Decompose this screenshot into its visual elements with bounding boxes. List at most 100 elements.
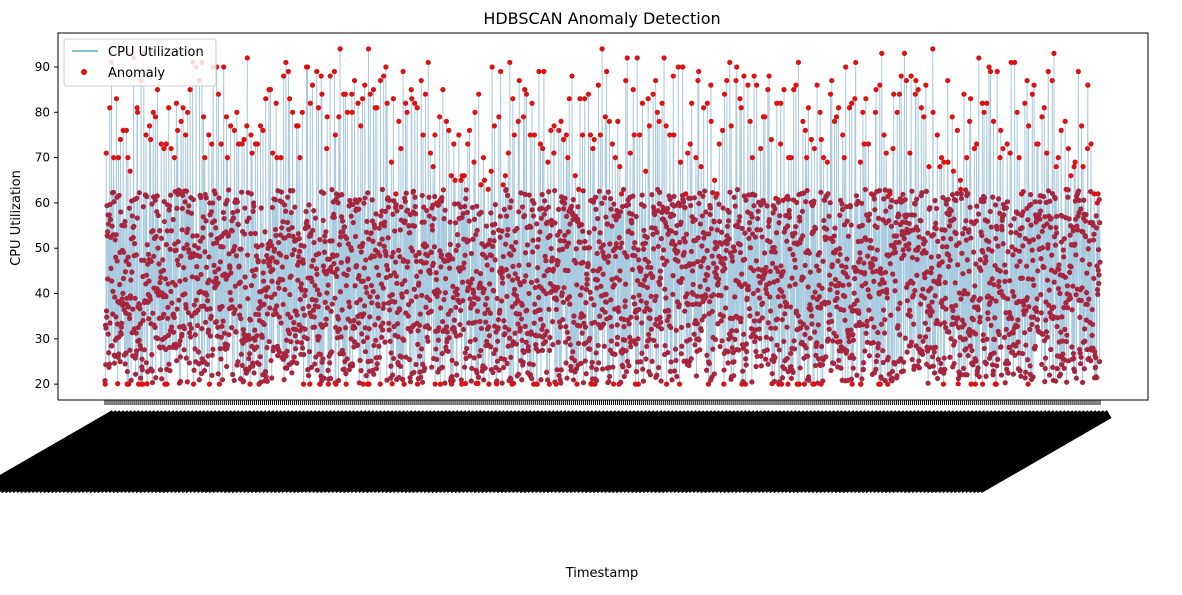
anomaly-point: [433, 276, 440, 283]
anomaly-point: [1092, 364, 1099, 370]
anomaly-point: [259, 242, 265, 248]
anomaly-point: [279, 264, 285, 270]
anomaly-point: [645, 259, 652, 265]
anomaly-point: [371, 342, 377, 349]
anomaly-point: [177, 354, 183, 360]
anomaly-point: [647, 372, 654, 378]
anomaly-point: [923, 188, 929, 194]
anomaly-point: [723, 285, 729, 291]
anomaly-point: [486, 324, 492, 330]
anomaly-point: [1047, 310, 1053, 316]
anomaly-point: [366, 381, 372, 387]
anomaly-point: [1020, 188, 1026, 195]
anomaly-point: [741, 193, 748, 199]
anomaly-point: [190, 381, 197, 387]
anomaly-point: [816, 267, 822, 274]
anomaly-point: [921, 295, 928, 301]
anomaly-point: [553, 306, 559, 313]
anomaly-point: [984, 336, 990, 342]
anomaly-point: [769, 370, 775, 377]
anomaly-point: [444, 324, 450, 330]
anomaly-point: [928, 285, 934, 291]
anomaly-point: [583, 300, 589, 306]
anomaly-point: [716, 218, 723, 225]
x-tick-label: [977, 410, 1112, 494]
anomaly-point: [859, 200, 865, 206]
anomaly-point: [202, 249, 208, 255]
anomaly-point: [632, 240, 638, 246]
anomaly-point: [1053, 164, 1059, 170]
anomaly-point: [1081, 197, 1087, 203]
anomaly-point: [486, 381, 492, 387]
anomaly-point: [1086, 238, 1092, 244]
anomaly-point: [711, 177, 718, 183]
anomaly-point: [993, 235, 999, 242]
anomaly-point: [791, 87, 797, 93]
anomaly-point: [175, 262, 181, 268]
y-tick-label: 60: [35, 196, 50, 210]
anomaly-point: [747, 245, 754, 251]
anomaly-point: [360, 338, 367, 345]
anomaly-point: [797, 365, 803, 371]
anomaly-point: [567, 342, 573, 348]
anomaly-point: [515, 118, 521, 124]
anomaly-point: [359, 96, 366, 102]
anomaly-point: [948, 207, 954, 214]
anomaly-point: [310, 307, 317, 313]
anomaly-point: [246, 351, 253, 357]
anomaly-point: [1054, 323, 1060, 330]
anomaly-point: [261, 259, 267, 265]
anomaly-point: [932, 293, 938, 299]
anomaly-point: [631, 301, 638, 307]
anomaly-point: [890, 145, 896, 152]
anomaly-point: [299, 345, 306, 351]
anomaly-point: [673, 230, 679, 236]
anomaly-point: [421, 219, 427, 225]
anomaly-point: [975, 211, 982, 217]
anomaly-point: [161, 311, 167, 317]
anomaly-point: [573, 246, 579, 252]
anomaly-point: [1066, 216, 1072, 222]
anomaly-point: [136, 190, 142, 196]
anomaly-point: [787, 304, 794, 310]
anomaly-point: [754, 82, 760, 88]
anomaly-point: [365, 46, 372, 52]
anomaly-point: [1067, 295, 1073, 301]
anomaly-point: [812, 289, 818, 295]
anomaly-point: [1089, 306, 1095, 313]
anomaly-point: [182, 199, 188, 205]
anomaly-point: [590, 268, 596, 274]
anomaly-point: [408, 328, 414, 335]
anomaly-point: [535, 236, 542, 243]
anomaly-point: [113, 232, 119, 238]
anomaly-point: [928, 270, 934, 276]
anomaly-point: [147, 296, 153, 303]
anomaly-point: [1078, 297, 1084, 304]
anomaly-point: [923, 250, 929, 256]
anomaly-point: [552, 188, 558, 194]
anomaly-point: [246, 356, 252, 362]
anomaly-point: [983, 361, 989, 367]
anomaly-point: [1054, 230, 1060, 236]
anomaly-point: [229, 228, 235, 234]
anomaly-point: [940, 235, 946, 241]
anomaly-point: [305, 373, 312, 379]
anomaly-point: [873, 366, 879, 372]
anomaly-point: [930, 109, 936, 115]
anomaly-point: [1061, 305, 1067, 311]
anomaly-point: [1075, 227, 1081, 233]
anomaly-point: [442, 380, 448, 386]
anomaly-point: [615, 118, 621, 124]
anomaly-point: [1081, 326, 1088, 332]
anomaly-point: [1042, 214, 1048, 220]
anomaly-point: [244, 123, 250, 129]
anomaly-point: [523, 339, 529, 345]
anomaly-point: [579, 330, 585, 336]
anomaly-point: [671, 193, 677, 200]
anomaly-point: [507, 376, 514, 383]
anomaly-point: [657, 268, 663, 274]
anomaly-point: [846, 282, 852, 288]
anomaly-point: [274, 155, 280, 161]
anomaly-point: [915, 244, 921, 251]
anomaly-point: [490, 229, 496, 236]
